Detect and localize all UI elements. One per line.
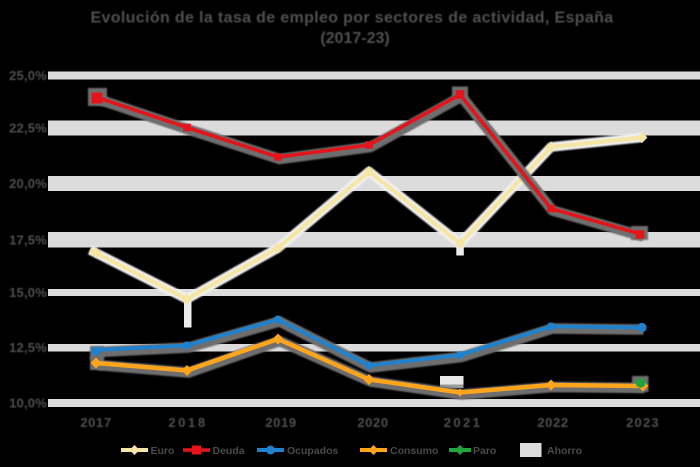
svg-text:2022: 2022	[537, 415, 568, 430]
svg-text:2023: 2023	[626, 415, 660, 430]
svg-text:Euro: Euro	[151, 445, 175, 457]
svg-text:12,5%: 12,5%	[9, 340, 47, 355]
svg-text:2018: 2018	[168, 415, 207, 430]
svg-text:Ahorro: Ahorro	[547, 445, 582, 457]
svg-text:Ocupados: Ocupados	[287, 445, 339, 457]
svg-text:2017: 2017	[80, 415, 111, 430]
svg-text:20,0%: 20,0%	[9, 176, 47, 191]
svg-text:15,0%: 15,0%	[9, 285, 47, 300]
svg-text:Consumo: Consumo	[390, 445, 438, 457]
svg-text:2019: 2019	[265, 415, 296, 430]
svg-text:Evolución de la tasa de empleo: Evolución de la tasa de empleo por secto…	[90, 10, 613, 27]
svg-text:Deuda: Deuda	[213, 445, 245, 457]
svg-text:10,0%: 10,0%	[9, 396, 47, 411]
svg-text:22,5%: 22,5%	[9, 121, 47, 136]
svg-text:2021: 2021	[444, 415, 483, 430]
svg-text:Paro: Paro	[473, 445, 496, 457]
svg-text:17,5%: 17,5%	[9, 233, 47, 248]
svg-text:(2017-23): (2017-23)	[320, 30, 389, 47]
svg-text:25,0%: 25,0%	[9, 68, 47, 83]
svg-text:2020: 2020	[357, 415, 388, 430]
